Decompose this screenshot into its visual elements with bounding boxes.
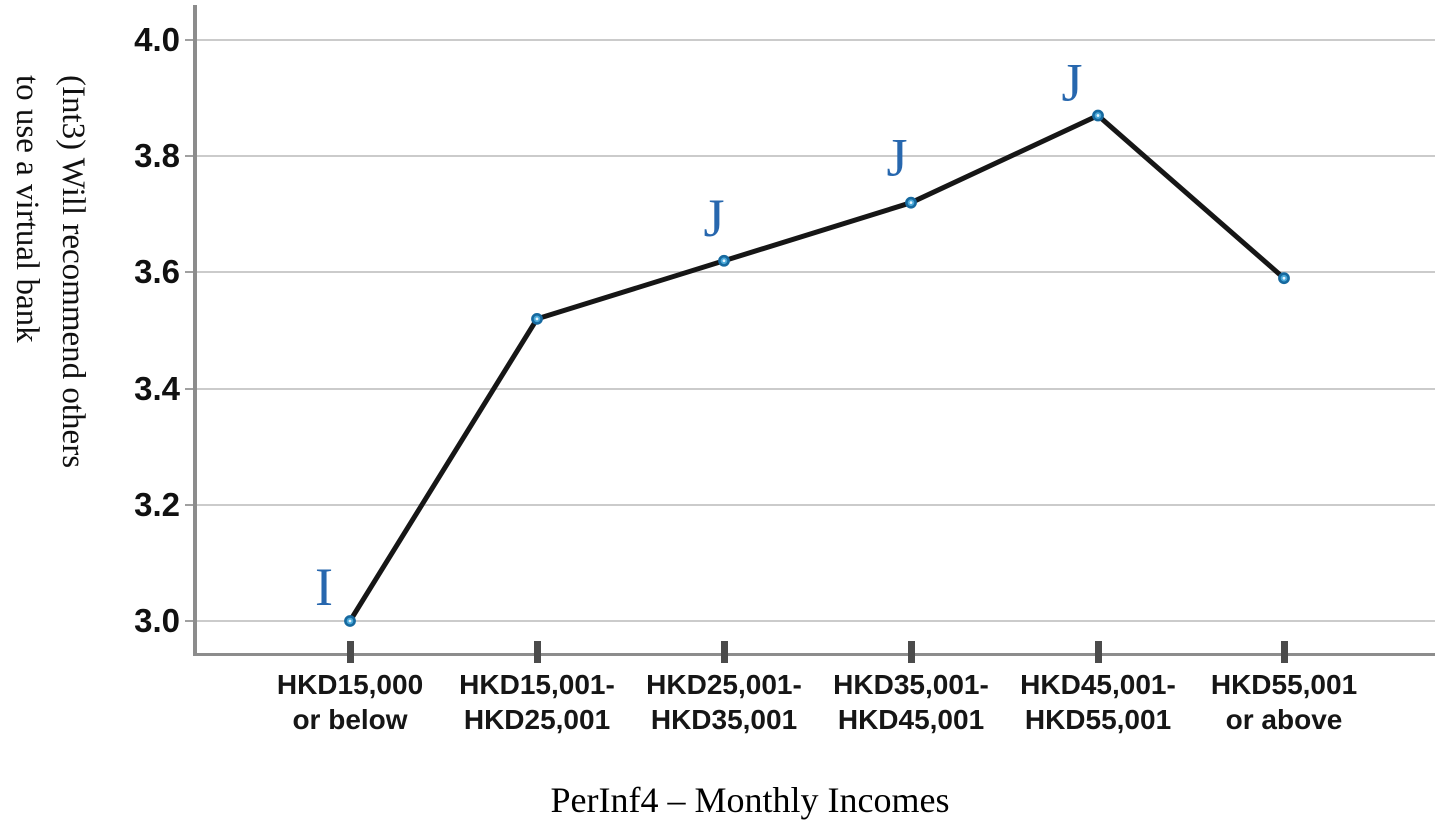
series-line bbox=[347, 113, 1287, 624]
y-tick-label: 3.8 bbox=[134, 137, 180, 175]
gridline bbox=[197, 271, 1435, 274]
y-axis-tick bbox=[185, 620, 193, 622]
point-annotation-label: I bbox=[315, 557, 333, 617]
gridline bbox=[197, 387, 1435, 390]
x-axis-tick bbox=[534, 641, 541, 663]
x-axis-tick bbox=[1281, 641, 1288, 663]
x-axis-line bbox=[193, 653, 1435, 656]
data-point-marker-center bbox=[722, 259, 726, 263]
x-axis-tick bbox=[908, 641, 915, 663]
x-tick-label: HKD15,001- HKD25,001 bbox=[459, 669, 615, 735]
y-tick-label: 3.4 bbox=[134, 369, 180, 407]
data-point-marker-center bbox=[535, 317, 539, 321]
x-axis-title: PerInf4 – Monthly Incomes bbox=[550, 780, 950, 820]
data-point-marker bbox=[905, 196, 917, 209]
data-point-marker bbox=[1092, 109, 1104, 122]
data-point-marker-center bbox=[909, 201, 913, 205]
y-tick-label: 3.0 bbox=[134, 602, 180, 639]
x-tick-label: HKD25,001- HKD35,001 bbox=[646, 669, 802, 735]
y-axis-line bbox=[193, 5, 197, 656]
y-tick-label: 3.2 bbox=[134, 485, 180, 523]
y-axis-tick bbox=[185, 39, 193, 41]
data-point-marker-center bbox=[1096, 114, 1100, 117]
x-axis-tick bbox=[721, 641, 728, 663]
y-axis-tick bbox=[185, 503, 193, 506]
data-point-marker-center bbox=[1282, 276, 1286, 280]
gridline bbox=[197, 503, 1435, 506]
y-axis-tick bbox=[185, 387, 193, 390]
x-axis-tick bbox=[1095, 641, 1102, 663]
y-axis-tick bbox=[185, 155, 193, 158]
point-annotation-label: J bbox=[703, 188, 724, 248]
x-tick-label: HKD35,001- HKD45,001 bbox=[833, 669, 989, 735]
gridline bbox=[197, 39, 1435, 41]
y-tick-label: 4.0 bbox=[134, 21, 180, 58]
x-tick-label: HKD15,000 or below bbox=[276, 669, 424, 735]
data-point-marker bbox=[718, 254, 730, 267]
point-annotation-label: J bbox=[886, 128, 907, 188]
gridline bbox=[197, 620, 1435, 622]
x-tick-label: HKD55,001 or above bbox=[1210, 669, 1358, 735]
x-tick-label: HKD45,001- HKD55,001 bbox=[1020, 669, 1176, 735]
data-point-marker bbox=[1278, 272, 1290, 285]
data-point-marker bbox=[531, 312, 543, 325]
y-tick-label: 3.6 bbox=[134, 253, 180, 291]
x-axis-tick bbox=[347, 641, 354, 663]
gridline bbox=[197, 155, 1435, 158]
y-axis-tick bbox=[185, 271, 193, 274]
point-annotation-label: J bbox=[1061, 53, 1082, 113]
